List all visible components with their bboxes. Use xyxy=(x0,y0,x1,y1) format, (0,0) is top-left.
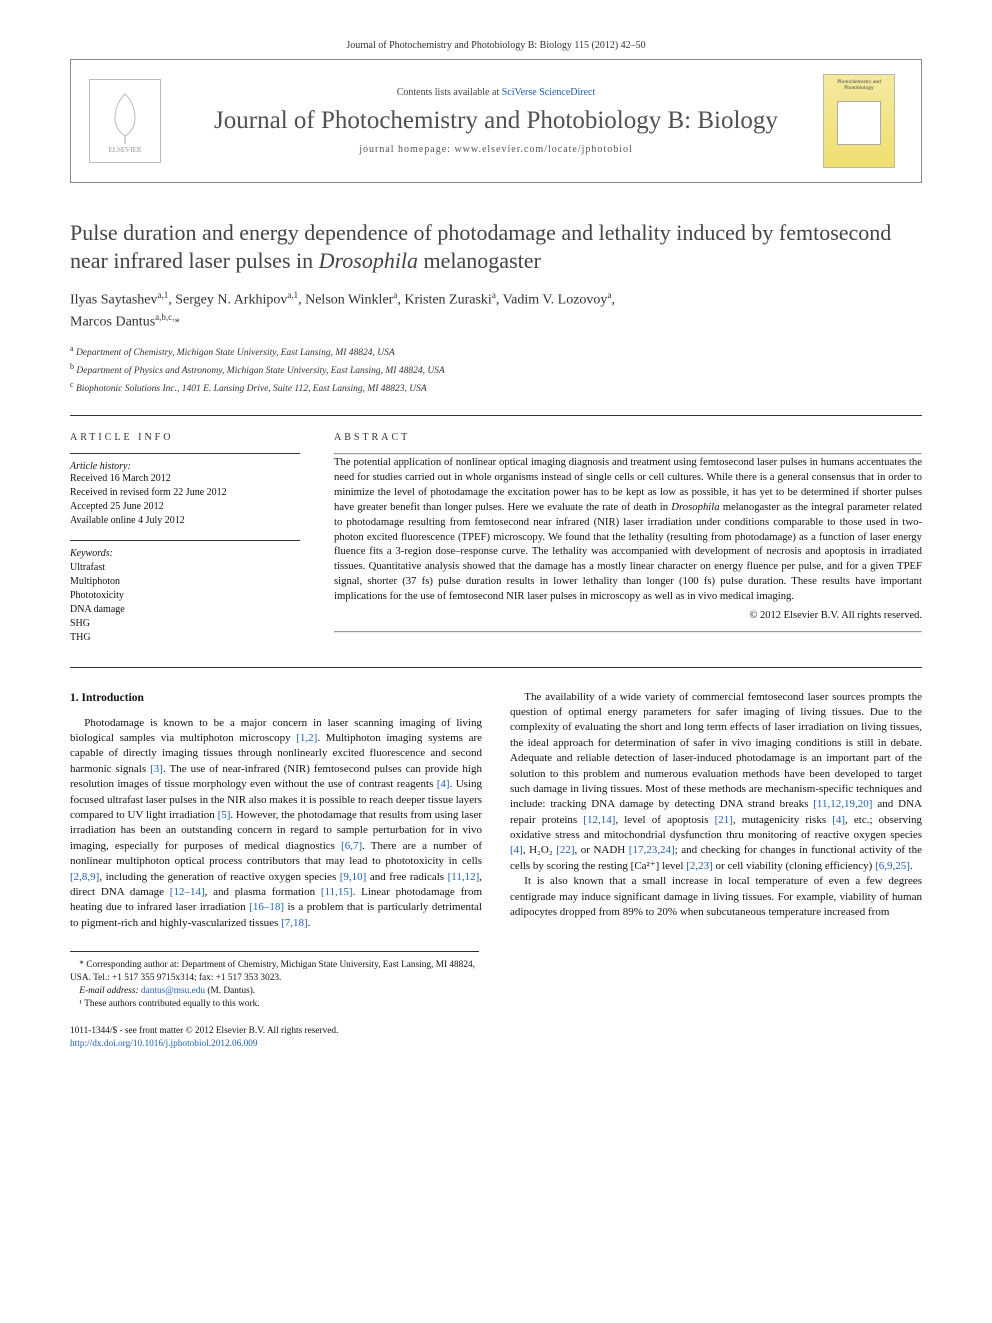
citation-link[interactable]: [2,23] xyxy=(686,860,713,872)
citation-link[interactable]: [16–18] xyxy=(249,901,284,913)
article-title: Pulse duration and energy dependence of … xyxy=(70,219,922,275)
citation-link[interactable]: [9,10] xyxy=(340,871,367,883)
author: Vadim V. Lozovoy xyxy=(503,293,608,308)
journal-name: Journal of Photochemistry and Photobiolo… xyxy=(183,107,809,135)
citation-link[interactable]: [4] xyxy=(832,814,845,826)
article-info-heading: ARTICLE INFO xyxy=(70,416,300,453)
author: Kristen Zuraski xyxy=(404,293,491,308)
history-line: Available online 4 July 2012 xyxy=(70,514,300,528)
citation-link[interactable]: [6,7] xyxy=(341,840,362,852)
citation-link[interactable]: [22] xyxy=(556,844,574,856)
keyword: Ultrafast xyxy=(70,561,300,575)
author: Sergey N. Arkhipov xyxy=(175,293,287,308)
citation-link[interactable]: [7,18] xyxy=(281,917,308,929)
elsevier-logo: ELSEVIER xyxy=(89,79,161,163)
history-line: Received in revised form 22 June 2012 xyxy=(70,486,300,500)
abstract-copyright: © 2012 Elsevier B.V. All rights reserved… xyxy=(334,610,922,621)
keyword: SHG xyxy=(70,617,300,631)
email-label: E-mail address: xyxy=(79,986,138,996)
keyword: THG xyxy=(70,631,300,645)
keyword: DNA damage xyxy=(70,603,300,617)
keyword: Multiphoton xyxy=(70,575,300,589)
article-info-block: ARTICLE INFO Article history: Received 1… xyxy=(70,416,300,645)
email-link[interactable]: dantus@msu.edu xyxy=(141,986,205,996)
section-heading: 1. Introduction xyxy=(70,690,482,706)
citation-link[interactable]: [11,12,19,20] xyxy=(813,798,872,810)
citation-link[interactable]: [4] xyxy=(437,778,450,790)
author: Ilyas Saytashev xyxy=(70,293,157,308)
homepage-url[interactable]: www.elsevier.com/locate/jphotobiol xyxy=(454,144,632,155)
journal-header: ELSEVIER Contents lists available at Sci… xyxy=(70,59,922,183)
keywords-list: Ultrafast Multiphoton Phototoxicity DNA … xyxy=(70,561,300,645)
citation-link[interactable]: [1,2] xyxy=(296,732,317,744)
citation-link[interactable]: [4] xyxy=(510,844,523,856)
journal-cover-thumb: Photochemistry and Photobiology xyxy=(823,74,895,168)
author: Nelson Winkler xyxy=(305,293,393,308)
page-footer: 1011-1344/$ - see front matter © 2012 El… xyxy=(70,1025,922,1051)
equal-contrib-note: ¹ These authors contributed equally to t… xyxy=(70,998,479,1011)
citation-link[interactable]: [2,8,9] xyxy=(70,871,99,883)
history-line: Accepted 25 June 2012 xyxy=(70,500,300,514)
author-list: Ilyas Saytasheva,1, Sergey N. Arkhipova,… xyxy=(70,289,922,332)
abstract-heading: ABSTRACT xyxy=(334,416,922,453)
sciencedirect-link[interactable]: SciVerse ScienceDirect xyxy=(502,87,596,98)
author: Marcos Dantus xyxy=(70,314,155,329)
body-text: 1. Introduction Photodamage is known to … xyxy=(70,690,922,932)
citation-link[interactable]: [3] xyxy=(150,763,163,775)
footnotes: * Corresponding author at: Department of… xyxy=(70,951,479,1011)
citation-link[interactable]: [5] xyxy=(218,809,231,821)
citation-link[interactable]: [11,12] xyxy=(448,871,480,883)
homepage-label: journal homepage: xyxy=(359,144,451,155)
contents-label: Contents lists available at xyxy=(397,87,499,98)
doi-link[interactable]: http://dx.doi.org/10.1016/j.jphotobiol.2… xyxy=(70,1039,258,1049)
citation-link[interactable]: [12–14] xyxy=(170,886,205,898)
journal-reference: Journal of Photochemistry and Photobiolo… xyxy=(70,40,922,51)
keyword: Phototoxicity xyxy=(70,589,300,603)
tree-icon xyxy=(101,88,149,146)
history-line: Received 16 March 2012 xyxy=(70,472,300,486)
affiliations: a Department of Chemistry, Michigan Stat… xyxy=(70,343,922,397)
citation-link[interactable]: [17,23,24] xyxy=(629,844,675,856)
divider xyxy=(70,667,922,668)
header-center: Contents lists available at SciVerse Sci… xyxy=(183,87,809,156)
keywords-label: Keywords: xyxy=(70,548,300,559)
corresponding-star-icon: * xyxy=(174,316,180,328)
abstract-block: ABSTRACT The potential application of no… xyxy=(334,416,922,645)
history-label: Article history: xyxy=(70,461,300,472)
abstract-text: The potential application of nonlinear o… xyxy=(334,455,922,605)
front-matter-line: 1011-1344/$ - see front matter © 2012 El… xyxy=(70,1025,922,1038)
citation-link[interactable]: [11,15] xyxy=(321,886,353,898)
corresponding-author-note: * Corresponding author at: Department of… xyxy=(70,959,479,985)
citation-link[interactable]: [12,14] xyxy=(583,814,615,826)
citation-link[interactable]: [6,9,25] xyxy=(875,860,910,872)
citation-link[interactable]: [21] xyxy=(715,814,733,826)
